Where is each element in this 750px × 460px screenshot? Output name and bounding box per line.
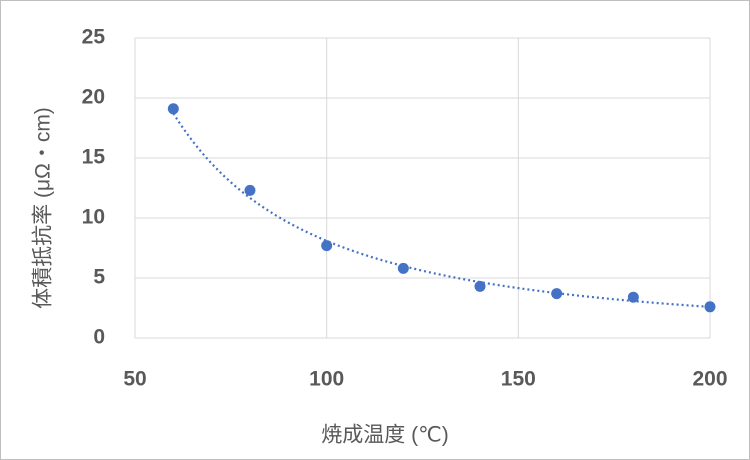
data-point — [627, 291, 639, 303]
y-tick-label: 25 — [82, 26, 106, 49]
trendline — [172, 112, 711, 308]
data-point — [321, 240, 333, 252]
y-tick-label: 0 — [93, 326, 105, 349]
y-tick-label: 15 — [82, 146, 106, 169]
data-point — [704, 301, 716, 313]
y-tick-label: 20 — [82, 86, 105, 109]
y-axis-title: 体積抵抗率 (μΩ・cm) — [32, 107, 55, 309]
data-point — [397, 262, 409, 274]
y-tick-label: 10 — [82, 206, 105, 229]
x-tick-label: 50 — [123, 368, 146, 391]
x-axis-title: 焼成温度 (℃) — [321, 424, 448, 447]
data-point — [244, 184, 256, 196]
x-tick-label: 150 — [501, 368, 536, 391]
y-tick-label: 5 — [93, 266, 105, 289]
data-point — [167, 103, 179, 115]
data-point — [474, 280, 486, 292]
x-tick-label: 200 — [692, 368, 727, 391]
x-tick-label: 100 — [309, 368, 344, 391]
data-point — [551, 288, 563, 300]
